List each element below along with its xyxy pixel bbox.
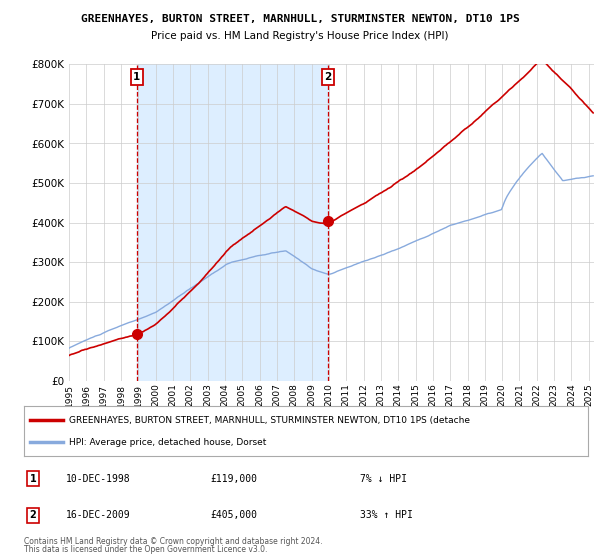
Text: HPI: Average price, detached house, Dorset: HPI: Average price, detached house, Dors… [69,438,266,447]
Text: 33% ↑ HPI: 33% ↑ HPI [360,510,413,520]
Bar [137,64,328,381]
Text: Price paid vs. HM Land Registry's House Price Index (HPI): Price paid vs. HM Land Registry's House … [151,31,449,41]
Text: GREENHAYES, BURTON STREET, MARNHULL, STURMINSTER NEWTON, DT10 1PS: GREENHAYES, BURTON STREET, MARNHULL, STU… [80,14,520,24]
Text: 2: 2 [29,510,37,520]
Text: £119,000: £119,000 [210,474,257,484]
Text: Contains HM Land Registry data © Crown copyright and database right 2024.: Contains HM Land Registry data © Crown c… [24,537,323,546]
Text: This data is licensed under the Open Government Licence v3.0.: This data is licensed under the Open Gov… [24,545,268,554]
Text: 10-DEC-1998: 10-DEC-1998 [66,474,131,484]
Text: GREENHAYES, BURTON STREET, MARNHULL, STURMINSTER NEWTON, DT10 1PS (detache: GREENHAYES, BURTON STREET, MARNHULL, STU… [69,416,470,424]
Text: 2: 2 [325,72,332,82]
Text: 1: 1 [133,72,140,82]
Text: 16-DEC-2009: 16-DEC-2009 [66,510,131,520]
Text: 1: 1 [29,474,37,484]
Text: £405,000: £405,000 [210,510,257,520]
Text: 7% ↓ HPI: 7% ↓ HPI [360,474,407,484]
